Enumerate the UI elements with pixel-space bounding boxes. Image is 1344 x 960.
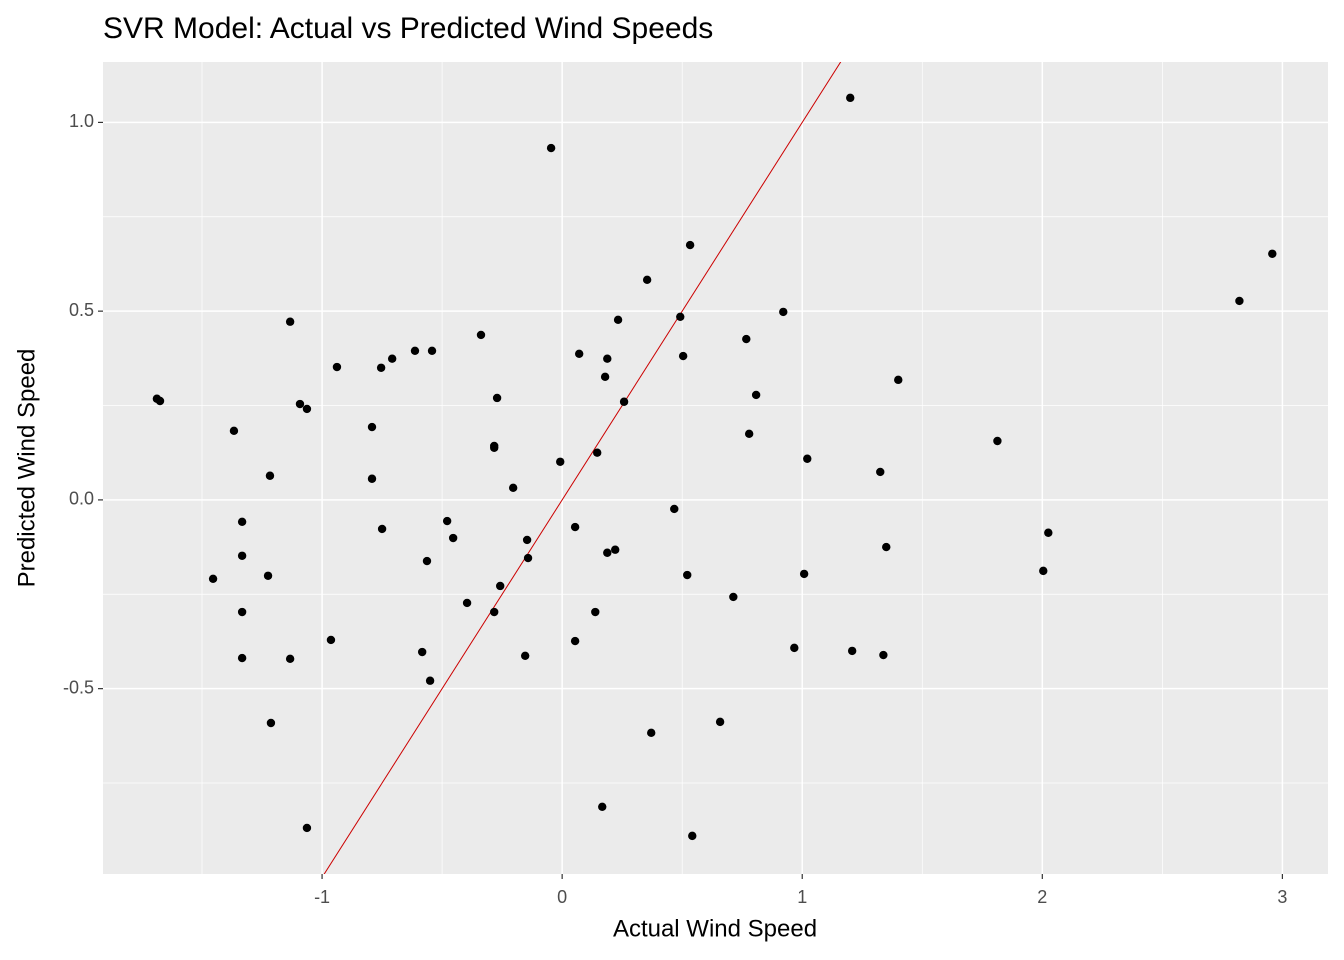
x-axis-title: Actual Wind Speed (613, 915, 817, 942)
point (715, 717, 725, 727)
point (879, 650, 888, 660)
point (410, 346, 420, 355)
point (448, 533, 458, 543)
point (490, 607, 499, 617)
point (237, 517, 247, 526)
point (591, 607, 600, 617)
point (751, 390, 761, 400)
point (522, 535, 532, 545)
point (598, 802, 607, 812)
point (611, 545, 620, 554)
y-axis-title: Predicted Wind Speed (13, 349, 40, 588)
point (295, 399, 305, 409)
point (847, 646, 857, 656)
point (523, 553, 533, 563)
point (490, 443, 499, 453)
point (570, 522, 580, 532)
point (376, 363, 386, 372)
point (492, 393, 502, 403)
point (422, 556, 432, 566)
point (367, 474, 377, 483)
x-tick-label: -1 (314, 887, 330, 907)
x-tick-label: 3 (1277, 887, 1287, 907)
point (496, 581, 505, 591)
point (729, 592, 738, 602)
point (570, 636, 580, 646)
point (302, 404, 312, 414)
point (670, 504, 679, 514)
point (1268, 249, 1277, 258)
point (603, 548, 612, 557)
chart-title: SVR Model: Actual vs Predicted Wind Spee… (103, 12, 713, 45)
point (387, 354, 397, 363)
point (476, 330, 486, 340)
point (229, 426, 239, 436)
point (546, 143, 556, 153)
point (263, 571, 273, 580)
point (593, 448, 602, 457)
point (647, 728, 656, 738)
point (377, 524, 387, 534)
point (155, 396, 165, 406)
point (237, 607, 247, 617)
point (208, 574, 218, 583)
point (603, 354, 612, 363)
x-tick-label: 0 (557, 887, 567, 907)
point (803, 454, 812, 463)
point (779, 307, 788, 317)
point (462, 598, 472, 608)
point (1039, 566, 1048, 576)
point (285, 317, 295, 326)
point (442, 516, 452, 526)
point (425, 676, 435, 685)
y-tick-label: 1.0 (69, 111, 94, 131)
point (876, 467, 885, 477)
point (285, 654, 295, 664)
point (619, 397, 629, 406)
point (1235, 296, 1244, 306)
point (508, 483, 518, 493)
point (894, 375, 903, 385)
point (1044, 528, 1053, 537)
point (266, 718, 276, 728)
x-tick-label: 1 (797, 887, 807, 907)
point (742, 334, 751, 344)
point (427, 346, 437, 355)
point (574, 349, 584, 359)
point (683, 570, 692, 580)
plot-panel (103, 62, 1328, 874)
point (265, 471, 275, 480)
point (556, 457, 565, 466)
point (237, 653, 247, 663)
point (326, 635, 336, 645)
point (613, 315, 623, 325)
point (237, 551, 247, 560)
point (790, 643, 799, 653)
point (993, 436, 1002, 446)
x-tick-label: 2 (1037, 887, 1047, 907)
y-tick-label: 0.0 (69, 489, 94, 509)
point (367, 422, 377, 432)
point (642, 275, 652, 285)
reference-line (323, 62, 842, 874)
y-tick-label: 0.5 (69, 300, 94, 320)
point (688, 831, 697, 841)
point (799, 569, 809, 579)
point (600, 372, 610, 382)
point (417, 647, 427, 657)
point (302, 823, 312, 833)
point (744, 429, 754, 439)
point (882, 542, 891, 552)
y-tick-label: -0.5 (63, 677, 94, 697)
point (520, 651, 530, 661)
point (332, 362, 342, 372)
point (678, 351, 688, 361)
point (676, 312, 685, 322)
point (685, 240, 695, 250)
point (846, 93, 855, 103)
